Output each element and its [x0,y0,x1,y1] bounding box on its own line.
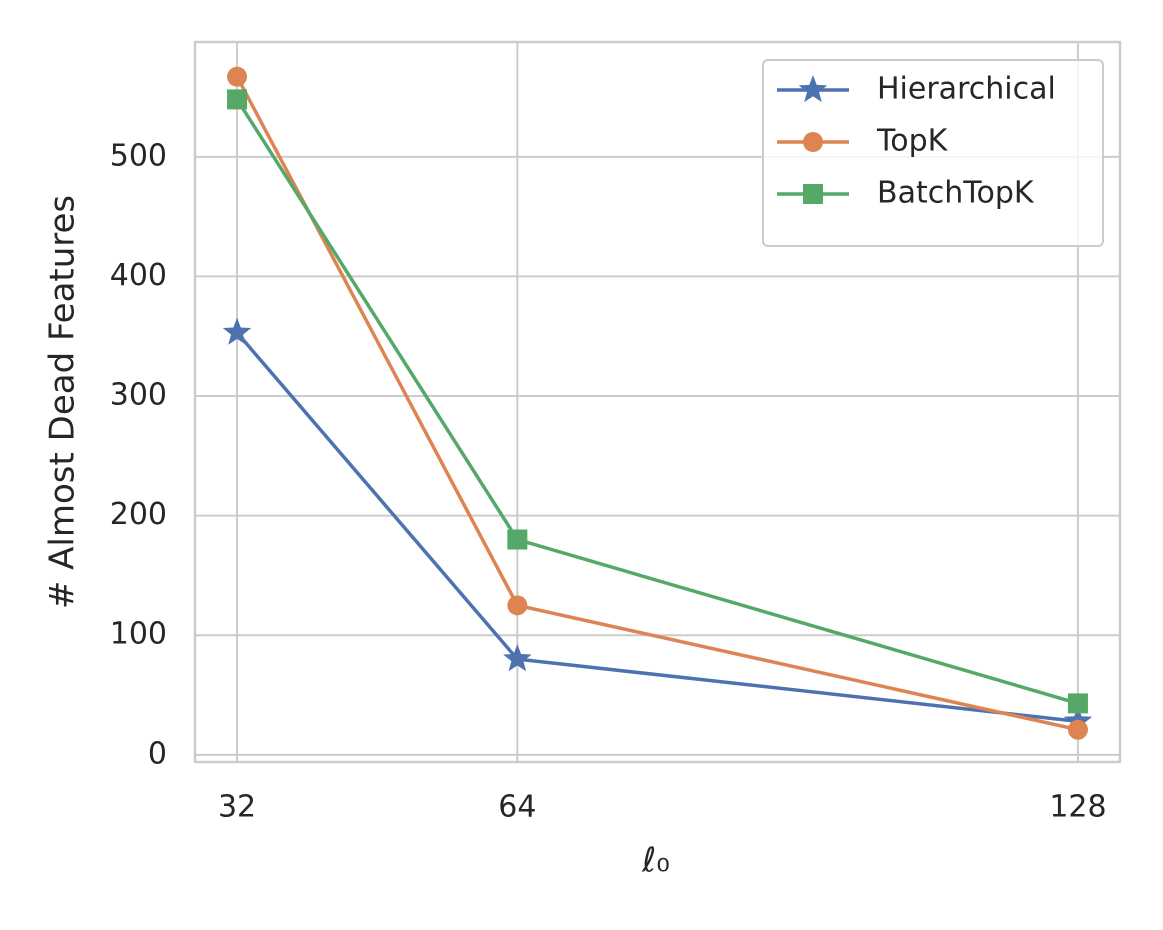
y-tick-label: 100 [110,617,167,652]
data-point [507,595,528,616]
legend-label: Hierarchical [877,72,1056,107]
y-tick-label: 500 [110,138,167,173]
legend-marker [803,184,823,204]
data-point [1067,719,1088,740]
legend-label: BatchTopK [877,176,1035,211]
x-axis-label: ℓ₀ [641,841,670,881]
plot-frame [193,40,1122,764]
legend-box [762,59,1104,247]
legend-marker [803,132,823,152]
y-tick-label: 300 [110,378,167,413]
x-tick-label: 32 [218,790,256,825]
legend-marker [798,75,828,103]
y-tick-label: 200 [110,497,167,532]
data-point [507,529,528,550]
data-point [1067,693,1088,714]
data-point [222,317,252,345]
x-tick-label: 128 [1049,790,1106,825]
y-tick-label: 0 [148,736,167,771]
x-tick-label: 64 [498,790,536,825]
series-line [235,331,1079,724]
y-axis-label: # Almost Dead Features [43,195,83,609]
data-point [227,66,248,87]
data-point [503,644,532,672]
legend-label: TopK [876,124,949,159]
y-tick-label: 400 [110,258,167,293]
data-point [227,89,248,110]
